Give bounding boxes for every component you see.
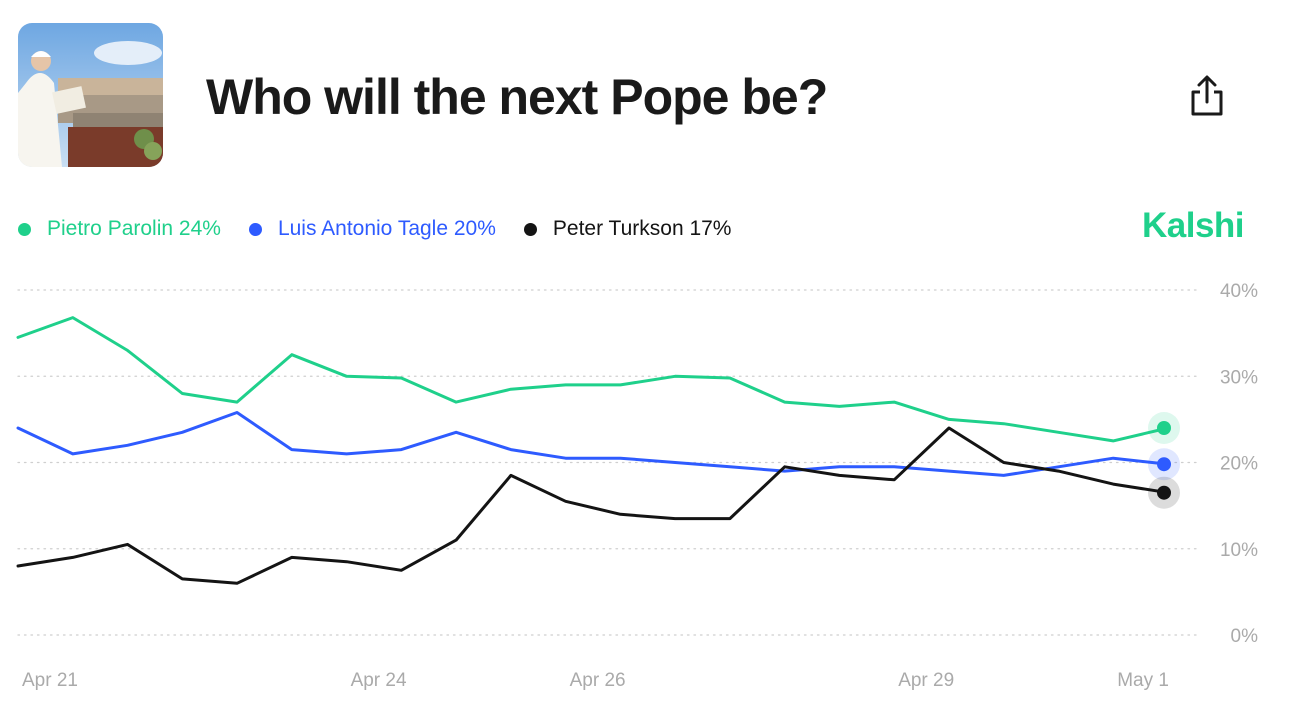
x-tick-label: Apr 26 [570,670,626,691]
pope-photo [18,23,163,167]
x-tick-label: Apr 21 [22,670,78,691]
legend-dot-tagle [248,222,262,236]
x-tick-label: Apr 29 [898,670,954,691]
share-button[interactable] [1188,74,1226,120]
end-marker-parolin [1157,421,1171,435]
legend-label-tagle: Luis Antonio Tagle 20% [277,217,496,240]
series-line-parolin [16,316,1170,443]
legend-label-parolin: Pietro Parolin 24% [47,217,221,240]
y-tick-label: 10% [1220,540,1258,561]
legend-item-turkson[interactable]: Peter Turkson 17% [523,217,732,241]
x-tick-label: May 1 [1117,670,1169,691]
legend-dot-parolin [18,222,31,236]
y-tick-label: 30% [1220,367,1258,388]
series-line-tagle [16,411,1170,477]
end-marker-turkson [1157,485,1171,500]
legend-item-tagle[interactable]: Luis Antonio Tagle 20% [248,217,496,241]
legend-label-turkson: Peter Turkson 17% [552,217,732,240]
series-line-turkson [16,426,1170,585]
y-tick-label: 20% [1220,454,1258,475]
page-title: Who will the next Pope be? [206,69,828,125]
end-marker-tagle [1157,457,1171,472]
brand-logo: Kalshi [1142,206,1245,245]
legend-dot-turkson [523,222,537,236]
y-tick-label: 0% [1231,626,1259,647]
x-tick-label: Apr 24 [351,670,407,691]
share-icon [1191,75,1223,116]
y-tick-label: 40% [1220,281,1258,302]
legend-item-parolin[interactable]: Pietro Parolin 24% [18,217,221,241]
chart-legend: Pietro Parolin 24% Luis Antonio Tagle 20… [18,214,759,244]
